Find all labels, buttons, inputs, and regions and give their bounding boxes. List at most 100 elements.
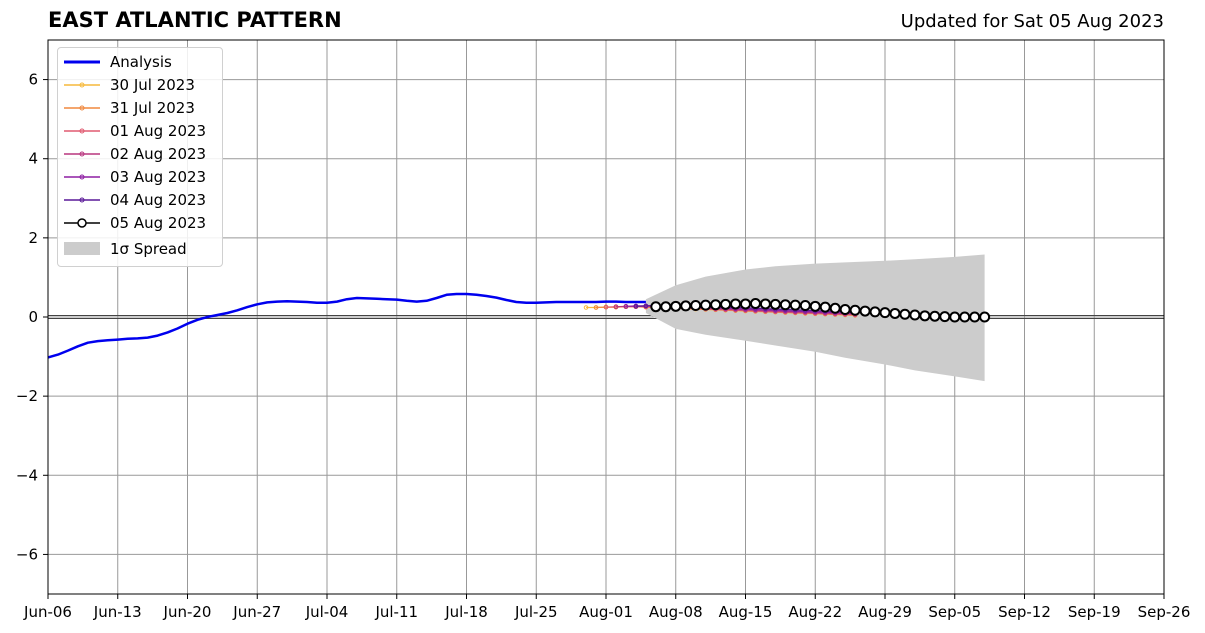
y-tick-label: 2 — [28, 229, 38, 247]
legend-label: 03 Aug 2023 — [110, 168, 207, 186]
forecast-point-current — [660, 301, 672, 313]
forecast-point-current — [710, 299, 722, 311]
forecast-point-current — [959, 311, 971, 323]
analysis-line — [47, 292, 646, 359]
x-tick-label: Aug-01 — [579, 603, 633, 621]
forecast-point — [623, 304, 629, 309]
legend-label: 02 Aug 2023 — [110, 145, 207, 163]
forecast-point — [613, 304, 619, 310]
legend-swatch — [64, 197, 100, 203]
analysis-series — [47, 292, 646, 359]
x-tick-label: Aug-15 — [719, 603, 773, 621]
forecast-point-current — [859, 305, 871, 317]
chart-subtitle: Updated for Sat 05 Aug 2023 — [900, 11, 1164, 32]
forecast-point — [583, 305, 589, 310]
legend-label: 30 Jul 2023 — [110, 76, 195, 94]
forecast-point-current — [799, 300, 811, 312]
legend-item-forecast: 03 Aug 2023 — [58, 166, 222, 188]
forecast-point-current — [849, 304, 861, 316]
forecast-point-current — [829, 302, 841, 314]
forecast-point-current — [839, 303, 851, 315]
y-tick-label: −6 — [16, 545, 38, 563]
x-tick-label: Jul-04 — [305, 603, 349, 621]
x-tick-label: Jun-20 — [163, 603, 212, 621]
legend-item-forecast: 04 Aug 2023 — [58, 189, 222, 211]
legend-item-forecast: 31 Jul 2023 — [58, 97, 222, 119]
forecast-point-current — [759, 298, 771, 310]
legend-label: 04 Aug 2023 — [110, 191, 207, 209]
forecast-point-current — [909, 309, 921, 321]
forecast-point-current — [740, 298, 751, 310]
forecast-point-current — [789, 299, 801, 311]
forecast-point-current — [899, 308, 911, 320]
forecast-point — [643, 303, 649, 309]
legend-item-forecast: 02 Aug 2023 — [58, 143, 222, 165]
legend-swatch — [64, 242, 100, 255]
forecast-point-current — [749, 298, 761, 310]
legend-label: 01 Aug 2023 — [110, 122, 207, 140]
y-tick-label: −4 — [16, 466, 38, 484]
forecast-point-current — [879, 307, 891, 319]
forecast-point-current — [720, 298, 732, 310]
legend-swatch — [64, 151, 100, 157]
legend-label: Analysis — [110, 53, 172, 71]
forecast-point-current — [809, 300, 821, 312]
legend-item-analysis: Analysis — [58, 51, 222, 73]
x-tick-label: Sep-12 — [998, 603, 1051, 621]
forecast-point-current — [889, 307, 901, 319]
x-tick-label: Sep-19 — [1068, 603, 1121, 621]
y-tick-label: −2 — [16, 387, 38, 405]
y-tick-label: 6 — [28, 71, 38, 89]
legend-swatch — [64, 128, 100, 134]
forecast-point-current — [929, 310, 941, 322]
y-axis-ticks: −6 −4 −2 0 2 4 6 — [16, 71, 48, 563]
legend-swatch — [64, 218, 100, 228]
forecast-point-current — [779, 299, 791, 311]
x-tick-label: Aug-08 — [649, 603, 703, 621]
forecast-point-current — [650, 301, 662, 313]
forecast-point-current — [680, 300, 692, 312]
x-tick-label: Jun-06 — [23, 603, 72, 621]
x-tick-label: Jul-18 — [444, 603, 488, 621]
y-tick-label: 4 — [28, 150, 38, 168]
forecast-point — [593, 305, 599, 310]
legend-item-forecast: 30 Jul 2023 — [58, 74, 222, 96]
y-tick-label: 0 — [28, 308, 38, 326]
forecast-point-current — [949, 311, 961, 323]
forecast-point-current — [979, 311, 991, 323]
forecast-point-current — [939, 311, 951, 323]
forecast-point-current — [869, 306, 881, 318]
x-tick-label: Aug-29 — [858, 603, 912, 621]
x-tick-label: Sep-26 — [1138, 603, 1191, 621]
forecast-point-current — [690, 300, 702, 312]
legend-swatch — [64, 105, 100, 111]
forecast-point-current — [730, 298, 742, 310]
legend-item-forecast-current: 05 Aug 2023 — [58, 212, 222, 234]
x-tick-label: Jul-25 — [514, 603, 558, 621]
legend-swatch — [64, 174, 100, 180]
forecast-point-current — [819, 301, 831, 313]
forecast-point — [603, 304, 609, 310]
forecast-markers — [650, 298, 991, 323]
forecast-point-current — [969, 311, 981, 323]
forecast-point-current — [769, 298, 781, 310]
legend-item-spread: 1σ Spread — [58, 238, 222, 260]
legend: Analysis 30 Jul 2023 31 Jul 2023 01 Aug … — [57, 47, 223, 267]
forecast-point-current — [919, 310, 931, 322]
forecast-point — [633, 304, 639, 309]
legend-label: 31 Jul 2023 — [110, 99, 195, 117]
spread-area — [645, 254, 985, 382]
chart-title: EAST ATLANTIC PATTERN — [48, 8, 342, 32]
legend-swatch — [64, 82, 100, 88]
forecast-point-current — [670, 300, 682, 312]
x-axis-ticks: Jun-06 Jun-13 Jun-20 Jun-27 Jul-04 Jul-11 Jul-… — [23, 594, 1190, 621]
x-tick-label: Jun-13 — [93, 603, 142, 621]
x-tick-label: Aug-22 — [788, 603, 842, 621]
spread-band — [645, 254, 985, 382]
legend-swatch — [64, 60, 100, 64]
x-tick-label: Jun-27 — [232, 603, 281, 621]
legend-item-forecast: 01 Aug 2023 — [58, 120, 222, 142]
legend-label: 05 Aug 2023 — [110, 214, 207, 232]
x-tick-label: Sep-05 — [928, 603, 981, 621]
